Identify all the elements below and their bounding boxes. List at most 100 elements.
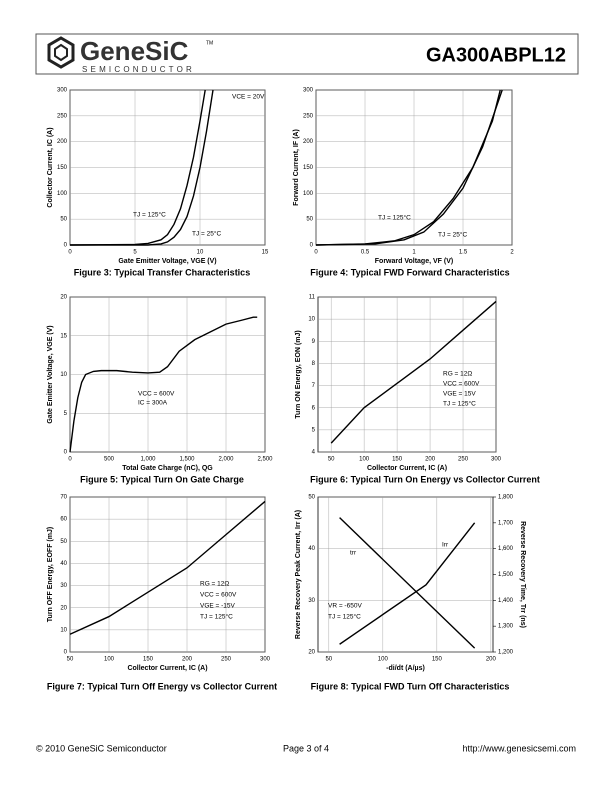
x-tick-label: 100 xyxy=(104,657,115,663)
chart: 0 0.5 1 1.5 2 0 50 100 150 200 250 300 TJ = 125°C TJ … xyxy=(293,88,514,278)
y2-tick-label: 1,700 xyxy=(498,520,514,526)
x-tick-label: 1,500 xyxy=(179,457,195,463)
data-line xyxy=(69,500,266,635)
x-tick-label: 200 xyxy=(486,657,497,663)
y-axis-label: Gate Emitter Voltage, VGE (V) xyxy=(47,325,54,423)
figure-caption: Figure 7: Typical Turn Off Energy vs Col… xyxy=(47,681,277,691)
y-tick-label: 50 xyxy=(308,495,315,501)
y-tick-label: 10 xyxy=(60,627,67,633)
header-box xyxy=(35,33,579,75)
figure-caption: Figure 6: Typical Turn On Energy vs Coll… xyxy=(310,474,540,484)
x-tick-label: 200 xyxy=(425,457,436,463)
y-axis-label: Turn ON Energy, EON (mJ) xyxy=(295,330,302,418)
annotation: TJ = 125°C xyxy=(133,211,166,219)
data-line xyxy=(339,517,476,649)
data-line xyxy=(330,300,497,444)
y2-tick-label: 1,800 xyxy=(498,495,514,501)
x-tick-label: 150 xyxy=(392,457,403,463)
chart: 50 100 150 200 250 300 0 10 20 30 40 50 60 70 RG = 12Ω… xyxy=(47,495,277,692)
annotation: TJ = 25°C xyxy=(192,230,221,238)
y-tick-label: 100 xyxy=(303,191,314,197)
y-tick-label: 5 xyxy=(64,411,68,417)
annotation: VR = -650V xyxy=(328,603,362,610)
x-axis-label: Collector Current, IC (A) xyxy=(127,665,207,672)
y2-tick-label: 1,300 xyxy=(498,624,514,630)
x-axis-label: Forward Voltage, VF (V) xyxy=(375,258,453,265)
y-tick-label: 11 xyxy=(309,295,316,301)
y-tick-label: 250 xyxy=(57,113,68,119)
x-tick-label: 200 xyxy=(182,657,193,663)
y-tick-label: 30 xyxy=(308,598,315,604)
y-tick-label: 10 xyxy=(308,317,315,323)
y-tick-label: 5 xyxy=(312,427,316,433)
x-tick-label: 100 xyxy=(378,657,389,663)
y-axis-label: Turn OFF Energy, EOFF (mJ) xyxy=(47,527,54,622)
y-tick-label: 10 xyxy=(60,372,67,378)
y-tick-label: 50 xyxy=(60,539,67,545)
x-tick-label: 2 xyxy=(510,250,514,256)
data-line xyxy=(339,522,476,645)
x-tick-label: 300 xyxy=(260,657,271,663)
y-tick-label: 100 xyxy=(57,191,68,197)
x-tick-label: 250 xyxy=(458,457,469,463)
y-tick-label: 9 xyxy=(312,339,316,345)
y2-tick-label: 1,400 xyxy=(498,598,514,604)
y-tick-label: 40 xyxy=(60,561,67,567)
x-axis-label: -di/dt (A/µs) xyxy=(386,665,425,672)
y2-tick-label: 1,200 xyxy=(498,650,514,656)
plot-area xyxy=(69,496,266,653)
annotation: VCC = 600V xyxy=(138,391,175,398)
x-tick-label: 150 xyxy=(143,657,154,663)
x-tick-label: 0 xyxy=(68,457,72,463)
y-tick-label: 0 xyxy=(64,650,68,656)
y-tick-label: 40 xyxy=(308,546,315,552)
y-tick-label: 50 xyxy=(60,217,67,223)
footer-url: http://www.genesicsemi.com xyxy=(462,743,576,753)
annotation: VCC = 600V xyxy=(200,592,237,599)
y-tick-label: 150 xyxy=(303,165,314,171)
x-tick-label: 300 xyxy=(491,457,502,463)
x-axis-label: Collector Current, IC (A) xyxy=(367,465,447,472)
x-tick-label: 5 xyxy=(133,250,137,256)
y-tick-label: 0 xyxy=(310,243,314,249)
y-tick-label: 20 xyxy=(308,650,315,656)
footer-copyright: © 2010 GeneSiC Semiconductor xyxy=(36,743,167,753)
y-tick-label: 30 xyxy=(60,583,67,589)
logo-text: GeneSiC xyxy=(80,36,189,66)
x-tick-label: 2,500 xyxy=(257,457,273,463)
x-tick-label: 1,000 xyxy=(140,457,156,463)
data-line xyxy=(70,89,214,246)
x-tick-label: 1.5 xyxy=(459,250,468,256)
x-tick-label: 250 xyxy=(221,657,232,663)
y-axis-label: Reverse Recovery Peak Current, Irr (A) xyxy=(295,510,302,639)
figure-caption: Figure 5: Typical Turn On Gate Charge xyxy=(80,474,244,484)
annotation: VCC = 600V xyxy=(443,381,480,388)
x-tick-label: 10 xyxy=(197,250,204,256)
x-tick-label: 100 xyxy=(359,457,370,463)
logo-icon xyxy=(47,36,75,69)
annotation: VGE = -15V xyxy=(200,603,236,610)
annotation: VGE = 15V xyxy=(443,391,476,398)
x-tick-label: 150 xyxy=(432,657,443,663)
y-tick-label: 0 xyxy=(64,450,68,456)
y-tick-label: 4 xyxy=(312,450,316,456)
figure-caption: Figure 8: Typical FWD Turn Off Character… xyxy=(311,681,510,691)
y2-tick-label: 1,500 xyxy=(498,572,514,578)
chart: 50 100 150 200 250 300 4 5 6 7 8 9 10 11 RG = 12Ω VCC =… xyxy=(295,295,540,485)
y-tick-label: 20 xyxy=(60,295,67,301)
x-tick-label: 500 xyxy=(104,457,115,463)
x-tick-label: 1 xyxy=(412,250,416,256)
y-tick-label: 0 xyxy=(64,243,68,249)
plot-area xyxy=(317,496,494,653)
x-tick-label: 50 xyxy=(67,657,74,663)
x-tick-label: 15 xyxy=(262,250,269,256)
annotation: RG = 12Ω xyxy=(200,581,229,588)
x-tick-label: 50 xyxy=(328,457,335,463)
y-tick-label: 50 xyxy=(306,217,313,223)
figure-caption: Figure 3: Typical Transfer Characteristi… xyxy=(74,267,250,277)
x-tick-label: 2,000 xyxy=(218,457,234,463)
annotation: RG = 12Ω xyxy=(443,371,472,378)
x-tick-label: 0 xyxy=(68,250,72,256)
